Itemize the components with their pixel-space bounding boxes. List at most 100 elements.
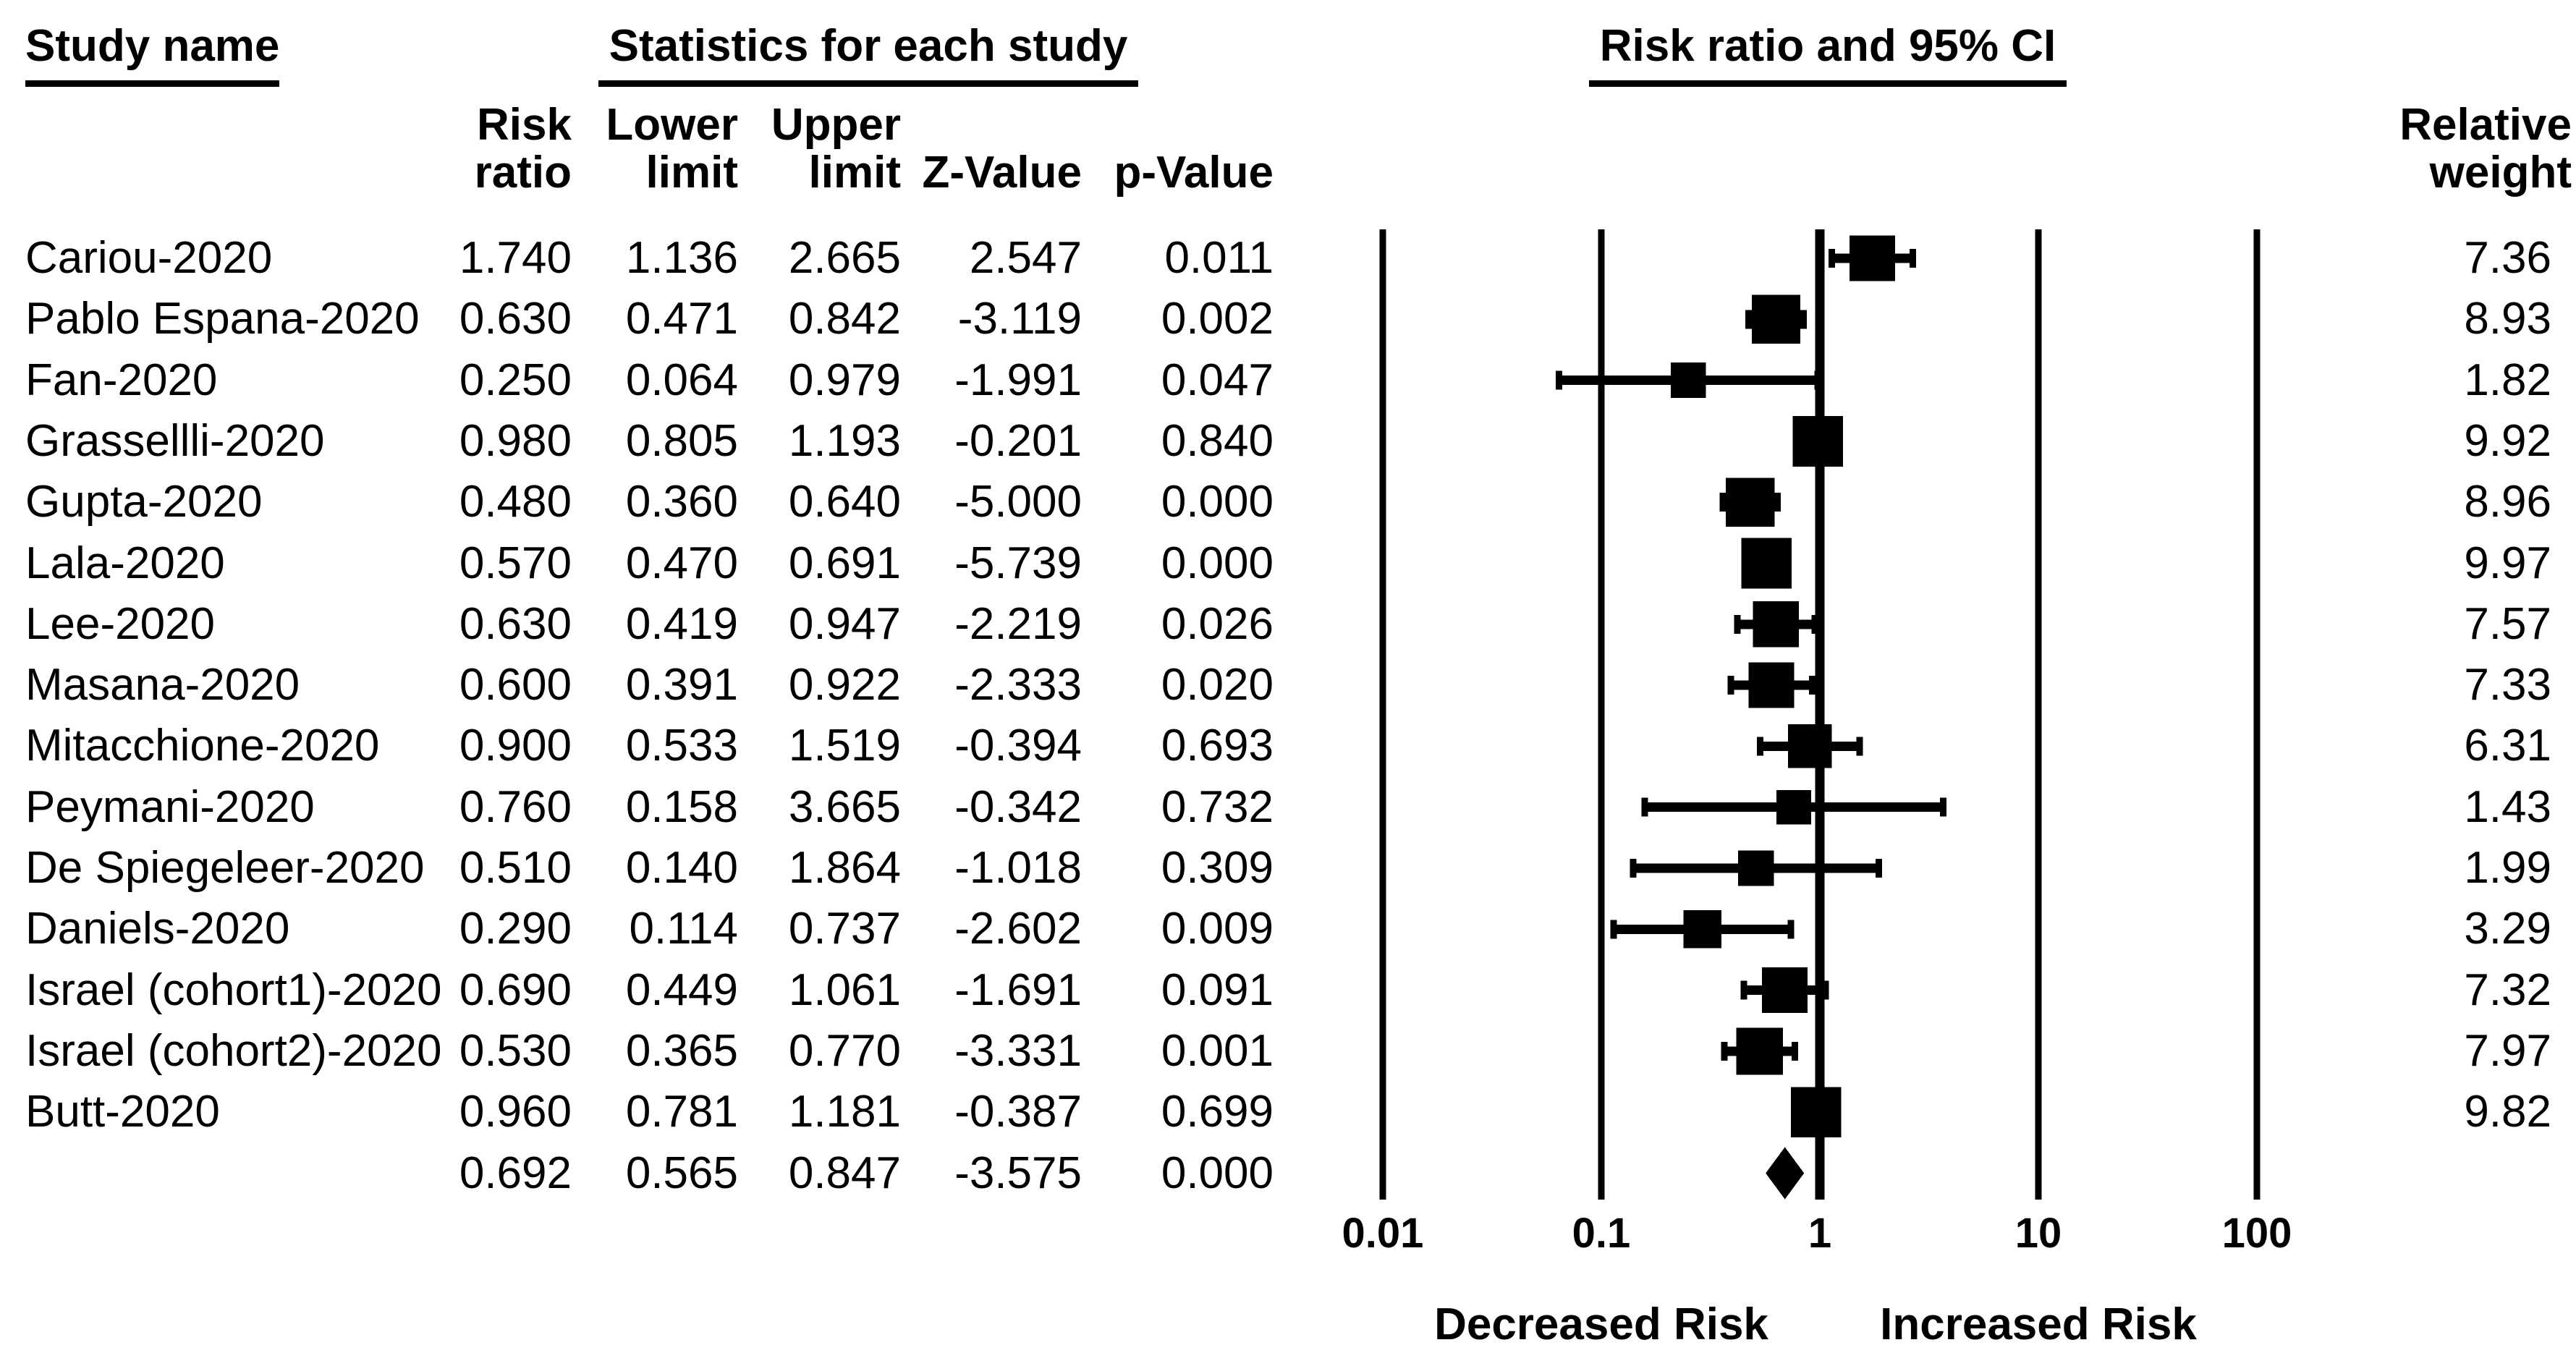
effect-square: [1741, 538, 1792, 589]
ci-cap-left: [1641, 797, 1648, 817]
z-value: -3.575: [954, 1147, 1082, 1198]
relative-weight-value: 9.97: [2464, 538, 2551, 588]
ci-cap-left: [1756, 737, 1763, 756]
increased-risk-label: Increased Risk: [1880, 1299, 2197, 1349]
z-value: 2.547: [969, 233, 1082, 283]
ci-cap-left: [1555, 370, 1562, 390]
ci-cap-right: [1800, 310, 1807, 329]
ci-cap-left: [1829, 249, 1836, 268]
ci-cap-left: [1745, 310, 1752, 329]
upper-limit-value: 0.737: [788, 904, 901, 954]
upper-limit-value: 0.842: [788, 294, 901, 344]
lower-limit-value: 0.360: [625, 477, 738, 527]
p-value: 0.020: [1161, 660, 1274, 710]
p-value: 0.309: [1161, 843, 1274, 893]
study-row: Israel (cohort1)-2020 0.690 0.449 1.061 -1.6…: [0, 964, 2576, 1015]
relative-weight-value: 9.92: [2464, 415, 2551, 466]
risk-ratio-value: 0.960: [459, 1087, 572, 1137]
relative-weight-value: 1.82: [2464, 355, 2551, 405]
col-header-upper-line2: limit: [808, 148, 901, 198]
ci-cap-left: [1734, 614, 1741, 634]
study-name: Masana-2020: [25, 660, 300, 710]
study-row: Mitacchione-2020 0.900 0.533 1.519 -0.394 0.6…: [0, 724, 2576, 768]
study-row: Masana-2020 0.600 0.391 0.922 -2.333 0.020 7.3…: [0, 663, 2576, 708]
relative-weight-value: 9.82: [2464, 1087, 2551, 1137]
upper-limit-value: 1.061: [788, 964, 901, 1015]
effect-square: [1761, 967, 1808, 1014]
statistics-header: Statistics for each study: [598, 20, 1138, 87]
ci-cap-right: [1939, 797, 1946, 817]
relative-weight-value: 7.57: [2464, 598, 2551, 649]
lower-limit-value: 0.449: [625, 964, 738, 1015]
relative-weight-value: 1.99: [2464, 843, 2551, 893]
ci-cap-left: [1630, 859, 1637, 878]
p-value: 0.699: [1161, 1087, 1274, 1137]
effect-square: [1787, 724, 1832, 768]
upper-limit-value: 0.770: [788, 1025, 901, 1076]
study-name: Peymani-2020: [25, 781, 315, 832]
p-value: 0.000: [1161, 538, 1274, 588]
relative-weight-value: 7.33: [2464, 660, 2551, 710]
p-value: 0.000: [1161, 477, 1274, 527]
x-tick-label: 100: [2221, 1210, 2292, 1257]
z-value: -5.000: [954, 477, 1082, 527]
risk-ratio-value: 0.630: [459, 294, 572, 344]
study-row: Daniels-2020 0.290 0.114 0.737 -2.602 0.009 3.…: [0, 907, 2576, 951]
upper-limit-value: 0.691: [788, 538, 901, 588]
risk-ratio-value: 0.760: [459, 781, 572, 832]
lower-limit-value: 0.533: [625, 721, 738, 771]
effect-square: [1751, 294, 1801, 344]
study-row: Israel (cohort2)-2020 0.530 0.365 0.770 -3.3…: [0, 1025, 2576, 1076]
risk-ratio-value: 0.600: [459, 660, 572, 710]
relative-weight-value: 6.31: [2464, 721, 2551, 771]
relative-weight-value: 1.43: [2464, 781, 2551, 832]
col-header-z-value: Z-Value: [922, 148, 1082, 198]
lower-limit-value: 0.470: [625, 538, 738, 588]
p-value: 0.840: [1161, 415, 1274, 466]
lower-limit-value: 0.140: [625, 843, 738, 893]
risk-ratio-ci-header: Risk ratio and 95% CI: [1589, 20, 2067, 87]
col-header-upper-line1: Upper: [771, 100, 901, 150]
risk-ratio-value: 0.692: [459, 1147, 572, 1198]
study-row: Grassellli-2020 0.980 0.805 1.193 -0.201 0.84…: [0, 415, 2576, 466]
upper-limit-value: 0.922: [788, 660, 901, 710]
upper-limit-value: 0.640: [788, 477, 901, 527]
study-name-header: Study name: [25, 20, 280, 87]
relative-weight-value: 7.97: [2464, 1025, 2551, 1076]
upper-limit-value: 0.979: [788, 355, 901, 405]
upper-limit-value: 1.193: [788, 415, 901, 466]
z-value: -1.018: [954, 843, 1082, 893]
upper-limit-value: 0.847: [788, 1147, 901, 1198]
relative-weight-value: 8.96: [2464, 477, 2551, 527]
p-value: 0.026: [1161, 598, 1274, 649]
risk-ratio-value: 0.250: [459, 355, 572, 405]
ci-cap-left: [1727, 676, 1734, 695]
x-tick-label: 1: [1808, 1210, 1832, 1257]
study-row: Gupta-2020 0.480 0.360 0.640 -5.000 0.000 8.96: [0, 480, 2576, 525]
ci-cap-right: [1808, 676, 1816, 695]
study-name: Lala-2020: [25, 538, 225, 588]
p-value: 0.732: [1161, 781, 1274, 832]
ci-cap-right: [1787, 920, 1795, 939]
z-value: -3.119: [957, 294, 1082, 344]
ci-cap-right: [1792, 1041, 1799, 1061]
z-value: -0.201: [954, 415, 1082, 466]
study-row: Lee-2020 0.630 0.419 0.947 -2.219 0.026 7.57: [0, 598, 2576, 649]
study-name: Butt-2020: [25, 1087, 220, 1137]
risk-ratio-value: 0.630: [459, 598, 572, 649]
study-name: Fan-2020: [25, 355, 218, 405]
study-name: De Spiegeleer-2020: [25, 843, 425, 893]
ci-cap-right: [1876, 859, 1883, 878]
overall-diamond: [1766, 1147, 1805, 1200]
effect-square: [1850, 235, 1896, 281]
x-tick-label: 10: [2014, 1210, 2062, 1257]
study-row: Pablo Espana-2020 0.630 0.471 0.842 -3.119 0.…: [0, 297, 2576, 342]
study-row: Fan-2020 0.250 0.064 0.979 -1.991 0.047 1.82: [0, 355, 2576, 405]
risk-ratio-value: 0.690: [459, 964, 572, 1015]
study-row: De Spiegeleer-2020 0.510 0.140 1.864 -1.018 0…: [0, 846, 2576, 891]
upper-limit-value: 2.665: [788, 233, 901, 283]
lower-limit-value: 0.781: [625, 1087, 738, 1137]
ci-cap-right: [1814, 370, 1821, 390]
